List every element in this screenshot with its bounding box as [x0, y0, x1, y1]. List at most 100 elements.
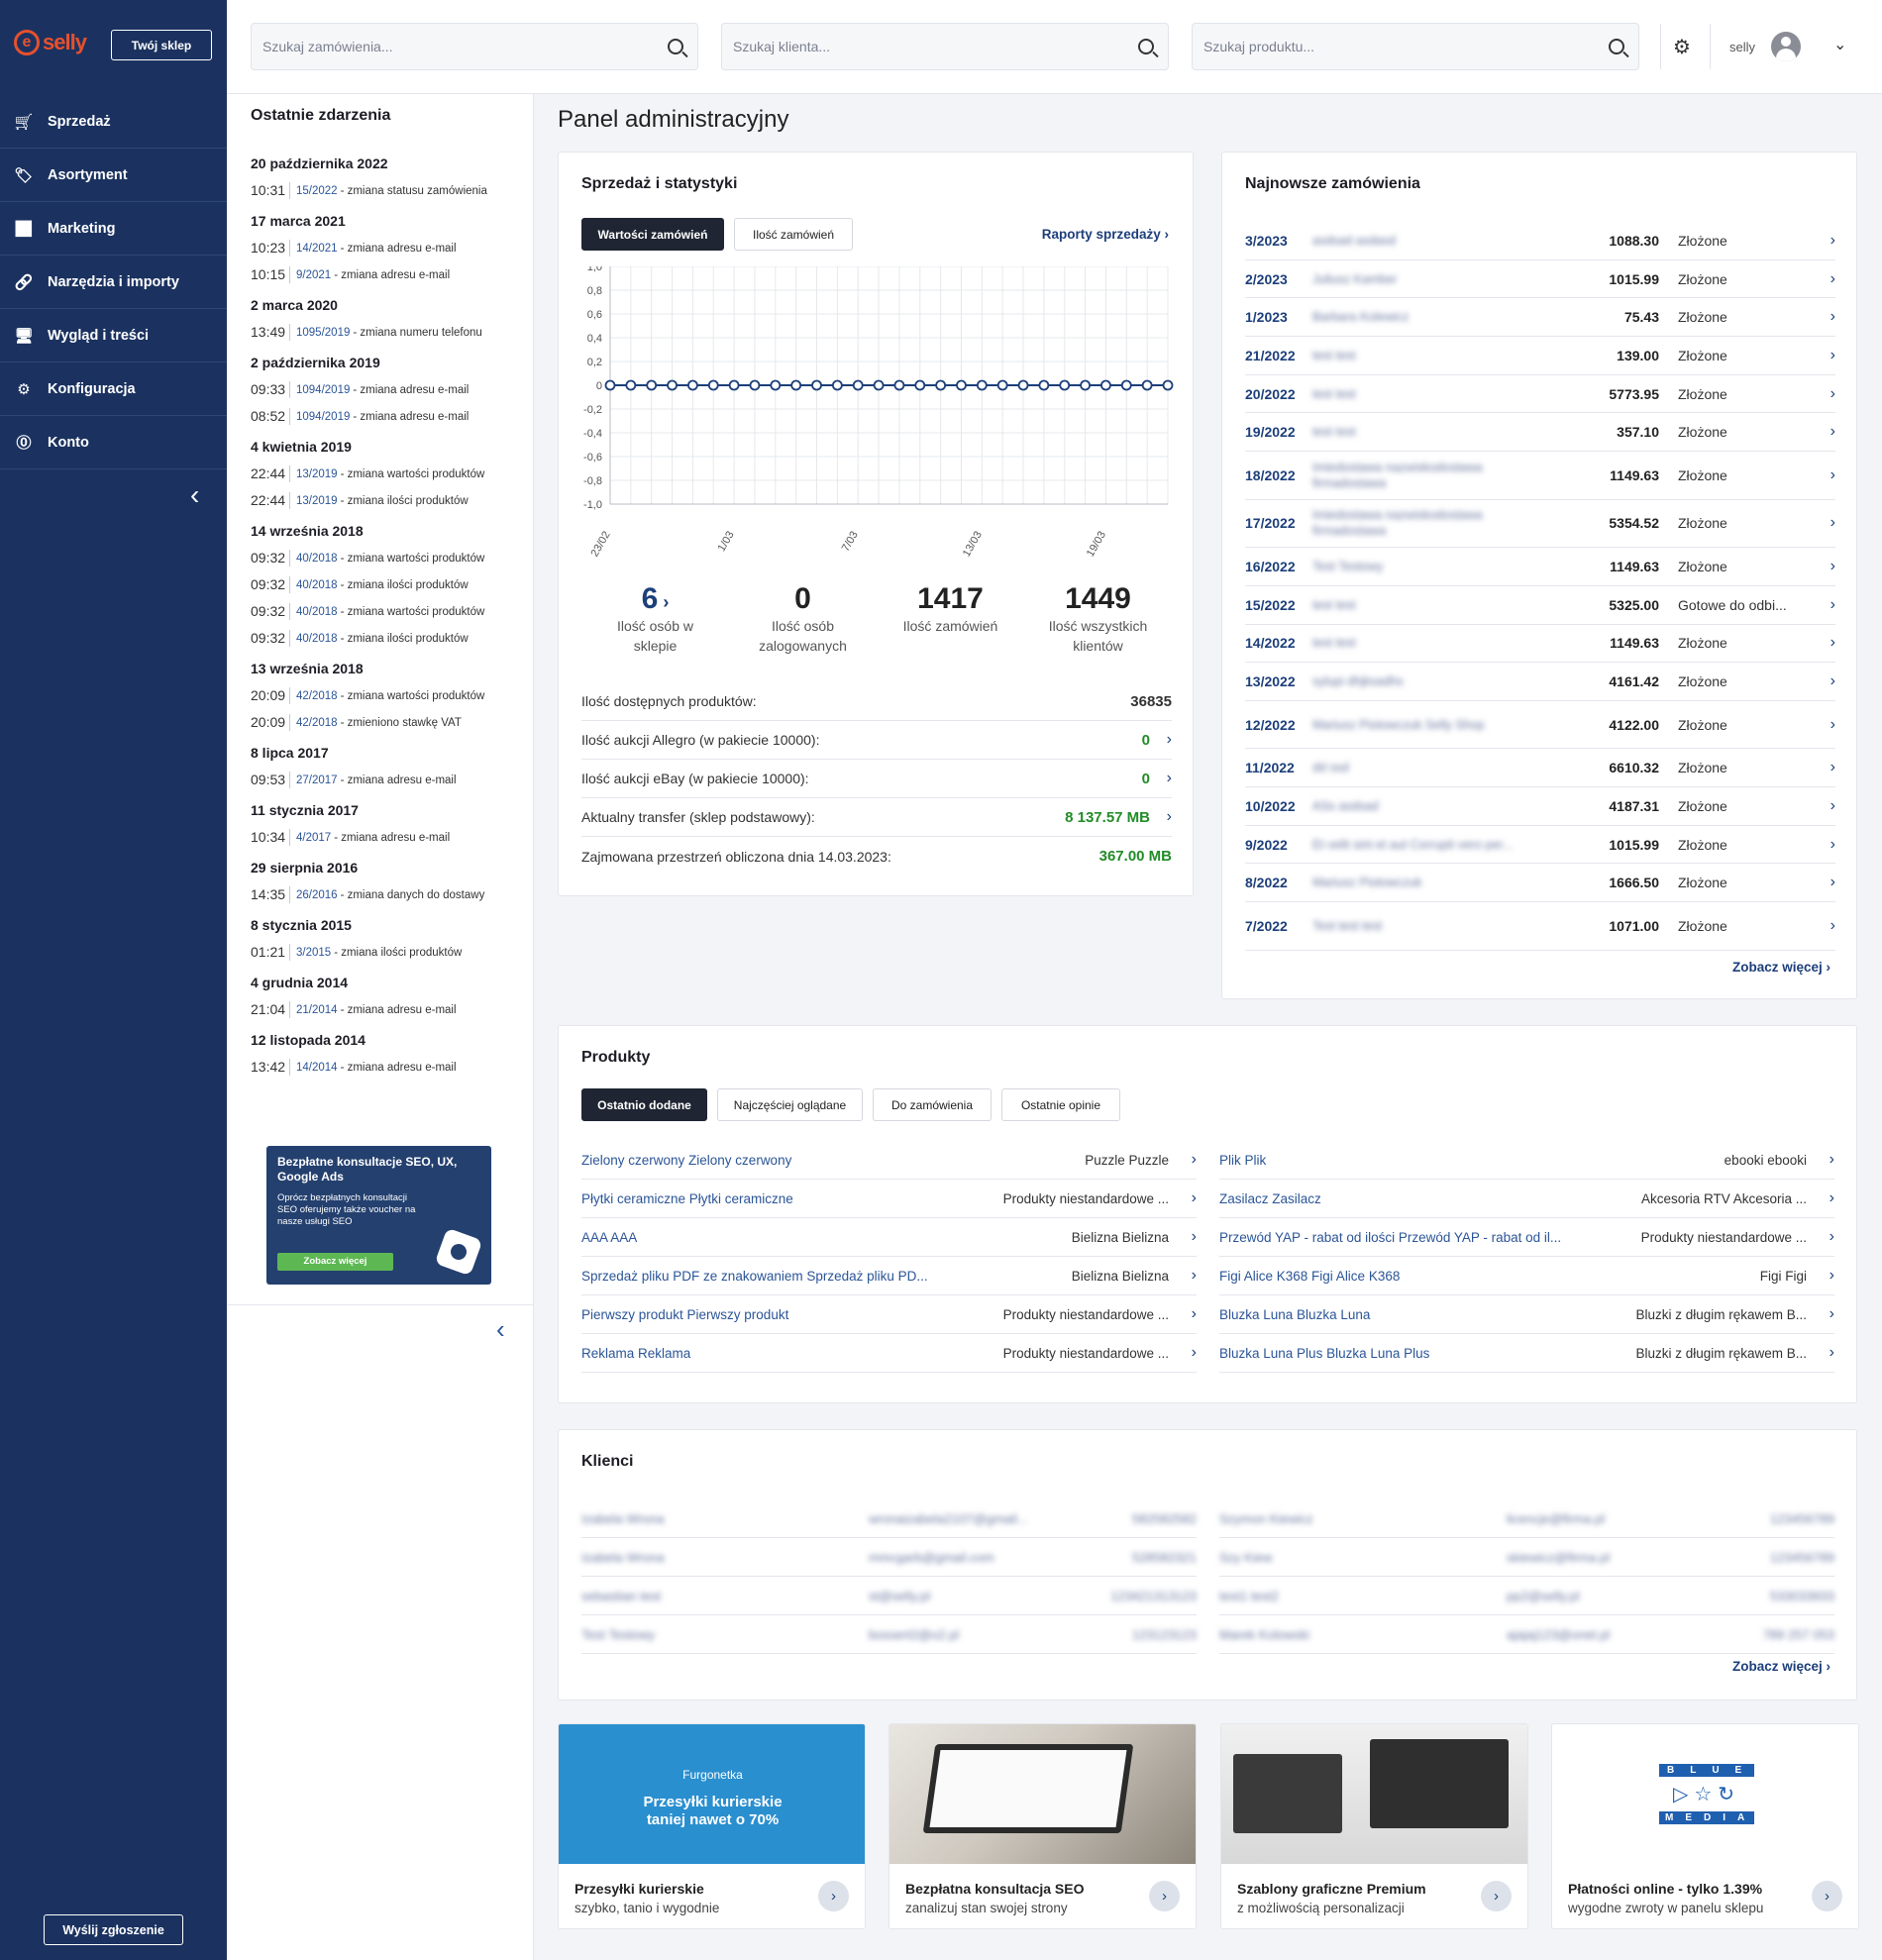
- product-row[interactable]: AAA AAA Bielizna Bielizna ›: [581, 1218, 1197, 1257]
- event-order-link[interactable]: 1095/2019: [296, 327, 350, 339]
- event-order-link[interactable]: 9/2021: [296, 269, 331, 281]
- chevron-right-icon[interactable]: ›: [1814, 385, 1835, 403]
- order-number-link[interactable]: 14/2022: [1245, 635, 1312, 651]
- product-row[interactable]: Reklama Reklama Produkty niestandardowe .…: [581, 1334, 1197, 1373]
- tile-templates[interactable]: Szablony graficzne Premium z możliwością…: [1220, 1723, 1528, 1929]
- chevron-right-icon[interactable]: ›: [1814, 347, 1835, 364]
- order-row[interactable]: 1/2023 Barbara Kolewicz 75.43 Złożone ›: [1245, 298, 1835, 337]
- user-name[interactable]: selly: [1729, 40, 1755, 54]
- product-name-link[interactable]: AAA AAA: [581, 1230, 941, 1245]
- chevron-right-icon[interactable]: ›: [1814, 634, 1835, 652]
- product-name-link[interactable]: Zasilacz Zasilacz: [1219, 1191, 1579, 1206]
- order-row[interactable]: 2/2023 Juliusz Kamber 1015.99 Złożone ›: [1245, 260, 1835, 299]
- tab-order-counts[interactable]: Ilość zamówień: [734, 218, 853, 251]
- client-row[interactable]: Izabela Wrona mmcgarb@gmail.com 528582321: [581, 1538, 1197, 1577]
- search-icon[interactable]: [1609, 39, 1624, 54]
- tab-most-viewed[interactable]: Najczęściej oglądane: [717, 1088, 863, 1121]
- sidebar-item-narzędzia[interactable]: 🔗 Narzędzia i importy: [0, 256, 227, 309]
- search-icon[interactable]: [1138, 39, 1154, 54]
- chevron-right-icon[interactable]: ›: [1807, 1344, 1834, 1362]
- order-row[interactable]: 17/2022 Imiedostawa nazwiskodostawa firma…: [1245, 500, 1835, 549]
- order-row[interactable]: 21/2022 test test 139.00 Złożone ›: [1245, 337, 1835, 375]
- order-number-link[interactable]: 12/2022: [1245, 717, 1312, 733]
- chevron-right-icon[interactable]: ›: [1814, 836, 1835, 854]
- avatar[interactable]: [1771, 32, 1801, 61]
- chevron-right-icon[interactable]: ›: [1814, 797, 1835, 815]
- sidebar-item-sprzedaż[interactable]: 🛒 Sprzedaż: [0, 95, 227, 149]
- event-order-link[interactable]: 13/2019: [296, 495, 338, 507]
- chevron-right-icon[interactable]: ›: [1814, 232, 1835, 250]
- order-row[interactable]: 11/2022 dd ssd 6610.32 Złożone ›: [1245, 749, 1835, 787]
- client-row[interactable]: sebastian test st@selly.pl 123421313123: [581, 1577, 1197, 1615]
- event-order-link[interactable]: 27/2017: [296, 774, 338, 786]
- product-row[interactable]: Bluzka Luna Bluzka Luna Bluzki z długim r…: [1219, 1295, 1834, 1334]
- event-order-link[interactable]: 1094/2019: [296, 411, 350, 423]
- info-row[interactable]: Aktualny transfer (sklep podstawowy): 8 1…: [581, 798, 1172, 837]
- chevron-right-icon[interactable]: ›: [1807, 1228, 1834, 1246]
- product-row[interactable]: Zielony czerwony Zielony czerwony Puzzle …: [581, 1141, 1197, 1180]
- order-number-link[interactable]: 17/2022: [1245, 515, 1312, 531]
- chevron-right-icon[interactable]: ›: [1814, 759, 1835, 776]
- chevron-right-icon[interactable]: ›: [818, 1881, 849, 1911]
- chevron-right-icon[interactable]: ›: [1814, 672, 1835, 690]
- order-number-link[interactable]: 15/2022: [1245, 597, 1312, 613]
- order-number-link[interactable]: 16/2022: [1245, 559, 1312, 574]
- order-number-link[interactable]: 11/2022: [1245, 760, 1312, 775]
- event-order-link[interactable]: 21/2014: [296, 1004, 338, 1016]
- event-order-link[interactable]: 4/2017: [296, 832, 331, 844]
- order-number-link[interactable]: 8/2022: [1245, 875, 1312, 890]
- event-order-link[interactable]: 42/2018: [296, 717, 338, 729]
- event-order-link[interactable]: 26/2016: [296, 889, 338, 901]
- product-row[interactable]: Płytki ceramiczne Płytki ceramiczne Produ…: [581, 1180, 1197, 1218]
- product-name-link[interactable]: Pierwszy produkt Pierwszy produkt: [581, 1307, 941, 1322]
- order-number-link[interactable]: 18/2022: [1245, 467, 1312, 483]
- order-number-link[interactable]: 19/2022: [1245, 424, 1312, 440]
- order-number-link[interactable]: 9/2022: [1245, 837, 1312, 853]
- order-row[interactable]: 14/2022 test test 1149.63 Złożone ›: [1245, 625, 1835, 664]
- client-row[interactable]: Izabela Wrona wronaizabela2107@gmail... 58…: [581, 1499, 1197, 1538]
- tile-seo[interactable]: Bezpłatna konsultacja SEO zanalizuj stan…: [889, 1723, 1197, 1929]
- order-row[interactable]: 13/2022 sylupi dhjksadhs 4161.42 Złożone ›: [1245, 663, 1835, 701]
- sidebar-item-konfiguracja[interactable]: ⚙ Konfiguracja: [0, 362, 227, 416]
- chevron-right-icon[interactable]: ›: [1149, 1881, 1180, 1911]
- product-row[interactable]: Przewód YAP - rabat od ilości Przewód YA…: [1219, 1218, 1834, 1257]
- order-number-link[interactable]: 10/2022: [1245, 798, 1312, 814]
- product-name-link[interactable]: Bluzka Luna Plus Bluzka Luna Plus: [1219, 1346, 1579, 1361]
- tile-payments[interactable]: BLUE ▷☆↻ MEDIA Płatności online - tylko …: [1551, 1723, 1859, 1929]
- client-row[interactable]: Test Testowy bossert2@o2.pl 123123123: [581, 1615, 1197, 1654]
- tab-latest-reviews[interactable]: Ostatnie opinie: [1001, 1088, 1120, 1121]
- chevron-right-icon[interactable]: ›: [1814, 308, 1835, 326]
- orders-more-link[interactable]: Zobacz więcej ›: [1732, 960, 1830, 975]
- product-row[interactable]: Sprzedaż pliku PDF ze znakowaniem Sprzed…: [581, 1257, 1197, 1295]
- order-row[interactable]: 19/2022 test test 357.10 Złożone ›: [1245, 413, 1835, 452]
- chevron-right-icon[interactable]: ›: [1814, 596, 1835, 614]
- order-row[interactable]: 10/2022 ASs asdsad 4187.31 Złożone ›: [1245, 787, 1835, 826]
- tab-order-values[interactable]: Wartości zamówień: [581, 218, 724, 251]
- chevron-right-icon[interactable]: ›: [1807, 1305, 1834, 1323]
- promo-more-button[interactable]: Zobacz więcej: [277, 1253, 393, 1271]
- stat-item[interactable]: 6 › Ilość osób w sklepie: [581, 582, 729, 656]
- sidebar-item-marketing[interactable]: 📈 Marketing: [0, 202, 227, 256]
- event-order-link[interactable]: 1094/2019: [296, 384, 350, 396]
- clients-more-link[interactable]: Zobacz więcej ›: [1732, 1659, 1830, 1674]
- chevron-right-icon[interactable]: ›: [1814, 270, 1835, 288]
- your-shop-button[interactable]: Twój sklep: [111, 30, 212, 60]
- settings-search-icon[interactable]: ⚙: [1673, 35, 1691, 59]
- order-number-link[interactable]: 13/2022: [1245, 673, 1312, 689]
- client-row[interactable]: Marek Kolowski ajajaj123@onet.pl 789 257 0…: [1219, 1615, 1834, 1654]
- order-number-link[interactable]: 7/2022: [1245, 918, 1312, 934]
- chevron-right-icon[interactable]: ›: [1169, 1228, 1197, 1246]
- chevron-right-icon[interactable]: ›: [1814, 558, 1835, 575]
- chevron-right-icon[interactable]: ›: [1814, 514, 1835, 532]
- product-name-link[interactable]: Bluzka Luna Bluzka Luna: [1219, 1307, 1579, 1322]
- product-row[interactable]: Bluzka Luna Plus Bluzka Luna Plus Bluzki …: [1219, 1334, 1834, 1373]
- order-row[interactable]: 7/2022 Test test test 1071.00 Złożone ›: [1245, 902, 1835, 951]
- info-row[interactable]: Ilość aukcji Allegro (w pakiecie 10000):…: [581, 721, 1172, 760]
- chevron-right-icon[interactable]: ›: [1814, 716, 1835, 734]
- order-number-link[interactable]: 2/2023: [1245, 271, 1312, 287]
- chevron-right-icon[interactable]: ›: [1169, 1344, 1197, 1362]
- order-number-link[interactable]: 21/2022: [1245, 348, 1312, 363]
- search-icon[interactable]: [668, 39, 683, 54]
- product-row[interactable]: Pierwszy produkt Pierwszy produkt Produkt…: [581, 1295, 1197, 1334]
- chevron-right-icon[interactable]: ›: [1169, 1267, 1197, 1285]
